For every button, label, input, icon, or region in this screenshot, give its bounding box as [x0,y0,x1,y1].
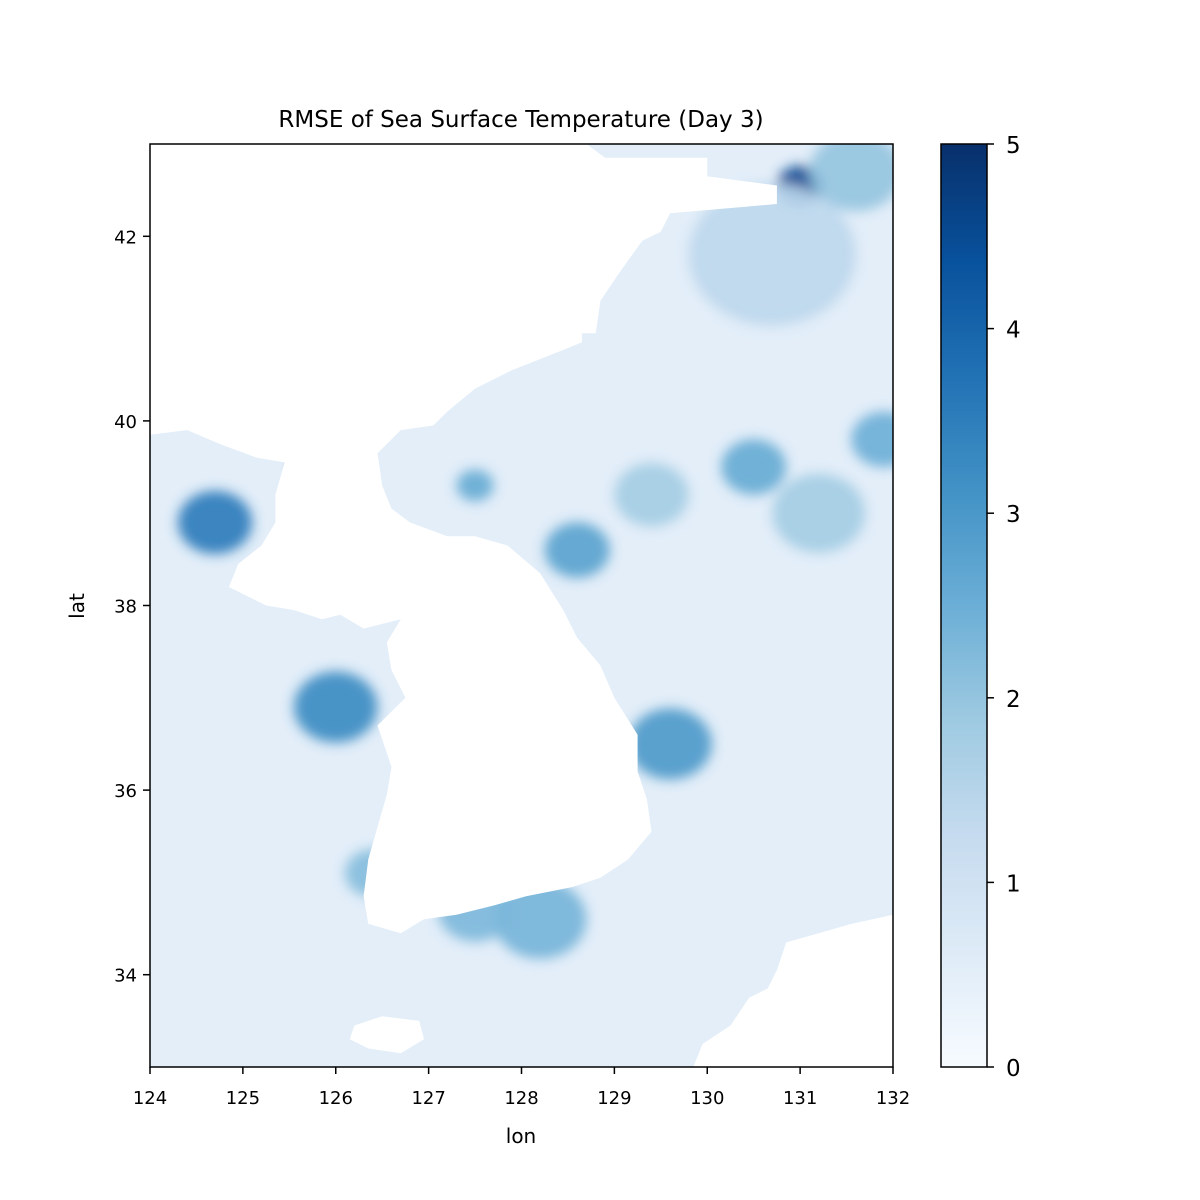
rmse-hotspot [809,144,893,212]
rmse-hotspots [177,144,893,1067]
x-tick-label: 127 [411,1088,445,1109]
colorbar-ticks: 0 1 2 3 4 5 [987,133,1021,1082]
rmse-hotspot [721,439,787,495]
rmse-hotspot [544,522,610,578]
land-jeju-island [349,1016,424,1054]
rmse-hotspot [628,708,712,780]
rmse-hotspot [614,463,689,527]
rmse-hotspot [177,490,253,555]
chart-title: RMSE of Sea Surface Temperature (Day 3) [278,107,763,133]
y-tick-label: 42 [114,227,137,248]
x-tick-label: 124 [133,1088,167,1109]
rmse-hotspot [851,411,893,467]
rmse-hotspot [493,879,587,959]
land-china-mainland-coast [150,144,777,934]
rmse-hotspot [688,183,856,326]
y-axis-label: lat [65,593,89,619]
colorbar-tick-label: 5 [1006,133,1021,159]
x-tick-label: 129 [597,1088,631,1109]
x-axis: 124 125 126 127 128 129 130 131 132 [133,1067,910,1109]
x-tick-label: 132 [876,1088,910,1109]
colorbar-tick-label: 3 [1006,502,1021,528]
colorbar-tick-label: 1 [1006,871,1021,897]
colorbar-tick-label: 4 [1006,318,1021,344]
land-mask [150,144,893,1067]
x-axis-label: lon [506,1124,536,1148]
colorbar-gradient [940,143,988,1068]
y-tick-label: 40 [114,412,137,433]
colorbar-tick-label: 0 [1006,1056,1021,1082]
x-tick-label: 131 [783,1088,817,1109]
x-tick-label: 130 [690,1088,724,1109]
colorbar-tick-label: 2 [1006,687,1021,713]
colorbar: 0 1 2 3 4 5 [940,133,1021,1082]
y-tick-label: 36 [114,781,137,802]
rmse-hotspot [456,469,494,502]
y-axis: 34 36 38 40 42 [114,227,150,987]
x-tick-label: 128 [504,1088,538,1109]
x-tick-label: 125 [226,1088,260,1109]
y-tick-label: 34 [114,966,137,987]
x-tick-label: 126 [319,1088,353,1109]
y-tick-label: 38 [114,597,137,618]
rmse-hotspot [293,671,378,743]
plot-area [150,144,893,1067]
land-southeast-land-corner [693,914,893,1067]
rmse-hotspot [772,473,866,553]
